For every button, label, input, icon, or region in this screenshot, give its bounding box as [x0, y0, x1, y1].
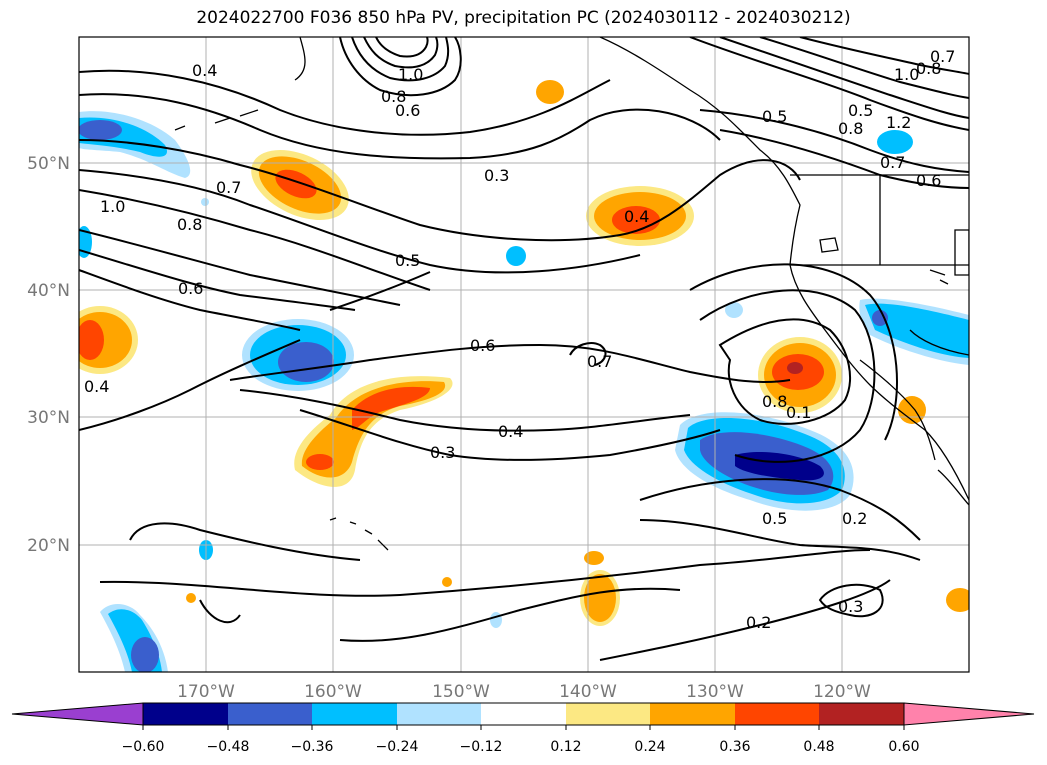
precip-negative-area — [877, 130, 913, 154]
contour-label: 0.6 — [395, 101, 420, 120]
precip-negative-area — [79, 120, 122, 140]
precip-positive-area — [352, 386, 430, 430]
contour-label: 0.8 — [177, 215, 202, 234]
precip-positive-area — [584, 574, 616, 622]
colorbar-extend-high — [903, 702, 1035, 726]
colorbar-bin — [312, 703, 397, 725]
lat-label: 20°N — [27, 536, 70, 556]
colorbar: −0.60 −0.48 −0.36 −0.24 −0.12 0.12 0.24 … — [11, 702, 1035, 755]
precip-negative-area — [131, 637, 159, 672]
colorbar-bin — [143, 703, 228, 725]
colorbar-tick-label: −0.48 — [207, 739, 250, 755]
precip-positive-area — [584, 551, 604, 565]
colorbar-tick-label: −0.12 — [460, 739, 503, 755]
contour-label: 1.0 — [894, 65, 919, 84]
longitude-labels: 170°W 160°W 150°W 140°W 130°W 120°W — [177, 682, 871, 702]
precip-positive-area — [306, 454, 334, 470]
contour-label: 0.4 — [84, 377, 109, 396]
contour-label: 0.6 — [916, 171, 941, 190]
precip-positive-area — [787, 362, 803, 374]
precip-negative-area — [490, 612, 502, 628]
contour-label: 0.6 — [470, 336, 495, 355]
contour-label: 0.1 — [786, 403, 811, 422]
lat-label: 40°N — [27, 281, 70, 301]
contour-label: 0.8 — [916, 59, 941, 78]
precip-negative-area — [725, 302, 743, 318]
colorbar-outline — [142, 702, 905, 726]
contour-label: 1.2 — [886, 113, 911, 132]
precip-negative-area — [278, 342, 334, 382]
lat-label: 30°N — [27, 408, 70, 428]
map-panel — [79, 37, 969, 672]
colorbar-tick-label: 0.60 — [888, 739, 919, 755]
lon-label: 160°W — [304, 682, 362, 702]
colorbar-tick-label: 0.24 — [634, 739, 665, 755]
contour-label: 1.0 — [100, 197, 125, 216]
contour-label: 0.2 — [746, 613, 771, 632]
colorbar-tick-label: −0.24 — [376, 739, 419, 755]
precip-positive-area — [186, 593, 196, 603]
colorbar-bin — [566, 703, 650, 725]
contour-label: 0.5 — [762, 107, 787, 126]
precip-positive-area — [536, 80, 564, 104]
colorbar-bin — [397, 703, 481, 725]
contour-label: 0.7 — [587, 352, 612, 371]
contour-label: 0.8 — [838, 119, 863, 138]
lon-label: 120°W — [813, 682, 871, 702]
precip-negative-area — [865, 303, 969, 358]
contour-label: 0.7 — [216, 178, 241, 197]
contour-label: 0.4 — [624, 207, 649, 226]
precip-positive-area — [79, 320, 104, 360]
colorbar-tick-label: −0.60 — [122, 739, 165, 755]
lon-label: 150°W — [432, 682, 490, 702]
contour-label: 0.3 — [484, 166, 509, 185]
contour-label: 0.4 — [192, 61, 217, 80]
contour-label: 0.5 — [762, 509, 787, 528]
precip-negative-area — [201, 198, 209, 206]
latitude-labels: 50°N 40°N 30°N 20°N — [27, 154, 70, 556]
lat-label: 50°N — [27, 154, 70, 174]
contour-label: 0.4 — [498, 422, 523, 441]
colorbar-tick-label: 0.48 — [803, 739, 834, 755]
lon-label: 170°W — [177, 682, 235, 702]
contour-label: 0.8 — [762, 392, 787, 411]
contour-label-group: 0.4 1.0 0.8 0.6 0.3 0.7 0.5 0.8 1.0 0.6 … — [84, 47, 955, 632]
colorbar-bin — [650, 703, 735, 725]
precip-positive-area — [946, 588, 969, 612]
precip-shading — [79, 80, 969, 672]
contour-label: 0.3 — [838, 597, 863, 616]
colorbar-extend-low — [11, 702, 144, 726]
pv-contours — [79, 37, 969, 661]
colorbar-tick-label: 0.36 — [719, 739, 750, 755]
precip-negative-area — [506, 246, 526, 266]
colorbar-bin — [228, 703, 312, 725]
lon-label: 140°W — [559, 682, 617, 702]
contour-label: 0.2 — [842, 509, 867, 528]
precip-positive-area — [275, 169, 317, 199]
colorbar-tick-label: −0.36 — [291, 739, 334, 755]
contour-label: 0.5 — [395, 251, 420, 270]
map-frame — [78, 36, 970, 673]
contour-label: 0.3 — [430, 443, 455, 462]
precip-negative-area — [872, 310, 888, 326]
contour-label: 0.8 — [381, 87, 406, 106]
colorbar-bin — [819, 703, 904, 725]
contour-label: 1.0 — [398, 65, 423, 84]
lon-label: 130°W — [686, 682, 744, 702]
colorbar-bin — [481, 703, 566, 725]
contour-label: 0.6 — [178, 279, 203, 298]
contour-label: 0.7 — [930, 47, 955, 66]
precip-positive-area — [301, 381, 446, 478]
figure-title: 2024022700 F036 850 hPa PV, precipitatio… — [196, 8, 851, 28]
colorbar-tick-label: 0.12 — [550, 739, 581, 755]
colorbar-bin — [735, 703, 819, 725]
contour-label: 0.5 — [848, 101, 873, 120]
precip-positive-area — [442, 577, 452, 587]
contour-label: 0.7 — [880, 153, 905, 172]
